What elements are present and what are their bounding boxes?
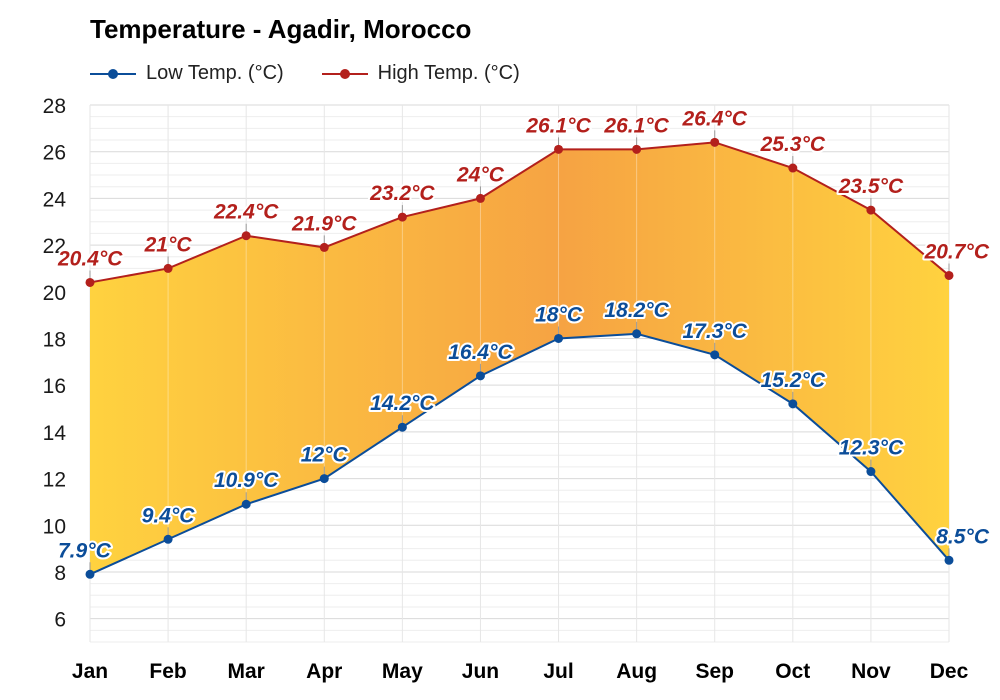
- data-label-low: 15.2°C: [761, 369, 826, 392]
- series-line-low: [89, 332, 950, 576]
- y-tick-label: 6: [54, 609, 66, 632]
- data-point-low: [554, 333, 564, 343]
- data-label-low: 16.4°C: [448, 341, 513, 364]
- data-point-low: [163, 534, 173, 544]
- y-tick-label: 22: [43, 235, 66, 258]
- data-label-high: 26.4°C: [682, 107, 748, 130]
- data-point-low: [710, 350, 720, 360]
- x-tick-label: Feb: [149, 660, 186, 683]
- x-tick-label: Sep: [695, 660, 734, 683]
- data-point-high: [710, 137, 720, 147]
- y-tick-label: 8: [54, 562, 66, 585]
- y-tick-label: 14: [43, 422, 67, 445]
- data-label-low: 18°C: [535, 303, 583, 326]
- data-point-low: [85, 569, 95, 579]
- x-tick-label: Dec: [930, 660, 969, 683]
- data-label-high: 26.1°C: [603, 114, 669, 137]
- x-tick-label: Nov: [851, 660, 891, 683]
- data-point-low: [866, 467, 876, 477]
- temperature-band: [90, 142, 949, 575]
- y-tick-label: 16: [43, 375, 66, 398]
- data-label-high: 23.5°C: [838, 175, 904, 198]
- data-label-high: 24°C: [456, 163, 505, 186]
- legend: Low Temp. (°C) High Temp. (°C): [90, 62, 520, 85]
- chart-title: Temperature - Agadir, Morocco: [90, 14, 472, 44]
- data-point-low: [632, 329, 642, 339]
- data-point-high: [397, 212, 407, 222]
- legend-swatch-high: [321, 67, 368, 81]
- legend-swatch-low: [90, 67, 136, 81]
- data-label-low: 7.9°C: [58, 539, 112, 562]
- data-point-low: [319, 474, 329, 484]
- data-label-low: 14.2°C: [370, 392, 435, 415]
- legend-item-high[interactable]: High Temp. (°C): [321, 62, 520, 85]
- data-label-low: 12°C: [301, 444, 349, 467]
- data-label-high: 20.4°C: [57, 247, 123, 270]
- data-point-high: [241, 231, 251, 241]
- temperature-range-area: [90, 142, 949, 575]
- x-tick-label: Jul: [543, 660, 573, 683]
- data-label-high: 23.2°C: [369, 182, 435, 205]
- data-point-low: [397, 422, 407, 432]
- data-label-low: 10.9°C: [214, 469, 279, 492]
- data-point-low: [475, 371, 485, 381]
- data-label-high: 26.1°C: [525, 114, 591, 137]
- data-label-low: 9.4°C: [142, 504, 196, 527]
- series-lines: [85, 130, 954, 579]
- y-tick-label: 28: [43, 95, 66, 118]
- legend-label-high: High Temp. (°C): [377, 62, 520, 84]
- data-point-high: [866, 205, 876, 215]
- x-tick-label: Mar: [228, 660, 265, 683]
- y-tick-label: 12: [43, 469, 66, 492]
- axes: 6 8 10 12 14 16 18 20 22 24 26 28 Jan Feb Mar Apr May Jun…: [43, 95, 969, 683]
- y-tick-label: 24: [43, 188, 67, 211]
- data-label-high: 20.7°C: [924, 240, 990, 263]
- data-point-high: [632, 144, 642, 154]
- y-tick-label: 18: [43, 328, 66, 351]
- legend-label-low: Low Temp. (°C): [146, 62, 284, 84]
- data-point-high: [554, 144, 564, 154]
- data-point-high: [319, 242, 329, 252]
- x-tick-label: Oct: [775, 660, 810, 683]
- data-point-low: [788, 399, 798, 409]
- data-label-high: 21°C: [144, 233, 193, 256]
- legend-item-low[interactable]: Low Temp. (°C): [90, 62, 284, 85]
- y-tick-label: 10: [43, 515, 66, 538]
- series-line-high: [89, 141, 950, 284]
- data-label-high: 22.4°C: [213, 201, 279, 224]
- data-label-low: 12.3°C: [839, 437, 904, 460]
- data-label-low: 18.2°C: [604, 299, 669, 322]
- data-label-high: 25.3°C: [760, 133, 826, 156]
- data-point-low: [944, 555, 954, 565]
- y-tick-label: 26: [43, 142, 66, 165]
- data-point-high: [788, 163, 798, 173]
- x-tick-label: Jun: [462, 660, 499, 683]
- x-tick-label: Jan: [72, 660, 108, 683]
- data-point-high: [163, 263, 173, 273]
- x-tick-label: Apr: [306, 660, 342, 683]
- data-label-high: 21.9°C: [291, 212, 357, 235]
- data-point-high: [475, 193, 485, 203]
- y-tick-label: 20: [43, 282, 66, 305]
- data-point-high: [85, 277, 95, 287]
- data-point-high: [944, 270, 954, 280]
- data-label-low: 8.5°C: [936, 525, 990, 548]
- data-point-low: [241, 499, 251, 509]
- x-tick-label: May: [382, 660, 423, 683]
- x-tick-label: Aug: [616, 660, 657, 683]
- data-label-low: 17.3°C: [683, 320, 748, 343]
- data-labels: 7.9°C 9.4°C 10.9°C 12°C 14.2°C 16.4°C 18°C 18.2…: [55, 105, 992, 564]
